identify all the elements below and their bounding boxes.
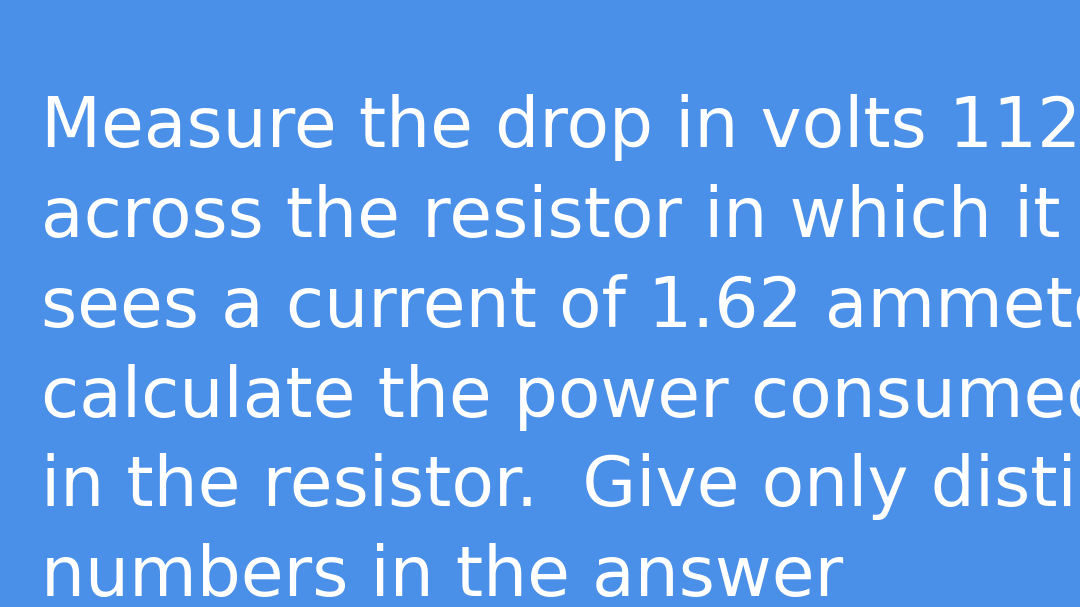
Text: sees a current of 1.62 ammeters,: sees a current of 1.62 ammeters, [41,274,1080,341]
Text: calculate the power consumed: calculate the power consumed [41,364,1080,430]
Text: across the resistor in which it: across the resistor in which it [41,184,1061,251]
Text: in the resistor.  Give only distinct: in the resistor. Give only distinct [41,453,1080,520]
Text: Measure the drop in volts 112.5: Measure the drop in volts 112.5 [41,94,1080,161]
Text: numbers in the answer: numbers in the answer [41,543,843,607]
